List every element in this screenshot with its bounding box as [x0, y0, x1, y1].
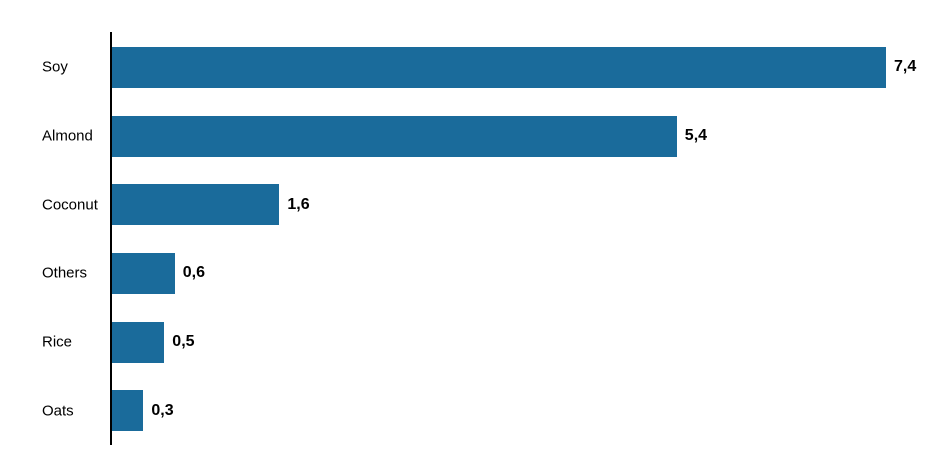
value-label: 5,4 [684, 127, 708, 144]
value-label: 1,6 [287, 195, 310, 213]
y-axis-line [110, 32, 112, 445]
bar-row: Almond 5,4 [0, 102, 948, 171]
category-label: Coconut [42, 196, 98, 214]
category-label: Almond [42, 127, 93, 145]
category-label: Soy [42, 58, 68, 76]
bar-row: Rice 0,5 [0, 308, 948, 377]
bar-row: Coconut 1,6 [0, 170, 948, 239]
value-label: 0,5 [172, 333, 195, 351]
bar [112, 252, 175, 294]
category-label: Others [42, 264, 88, 282]
bar-row: Soy 7,4 [0, 33, 948, 102]
bar [112, 184, 280, 226]
bar [112, 321, 165, 363]
bar-row: Oats 0,3 [0, 376, 948, 445]
category-label: Oats [42, 402, 74, 420]
value-label: 7,4 [894, 58, 917, 76]
bar [112, 390, 144, 432]
bar-rows: Soy 7,4 Almond 5,4 Coconut 1,6 Others 0,6 Rice 0,… [0, 33, 948, 445]
category-label: Rice [42, 333, 73, 351]
bar-row: Others 0,6 [0, 239, 948, 308]
bar [112, 115, 677, 157]
bar [112, 46, 886, 88]
value-label: 0,3 [151, 401, 174, 419]
value-label: 0,6 [182, 264, 205, 282]
